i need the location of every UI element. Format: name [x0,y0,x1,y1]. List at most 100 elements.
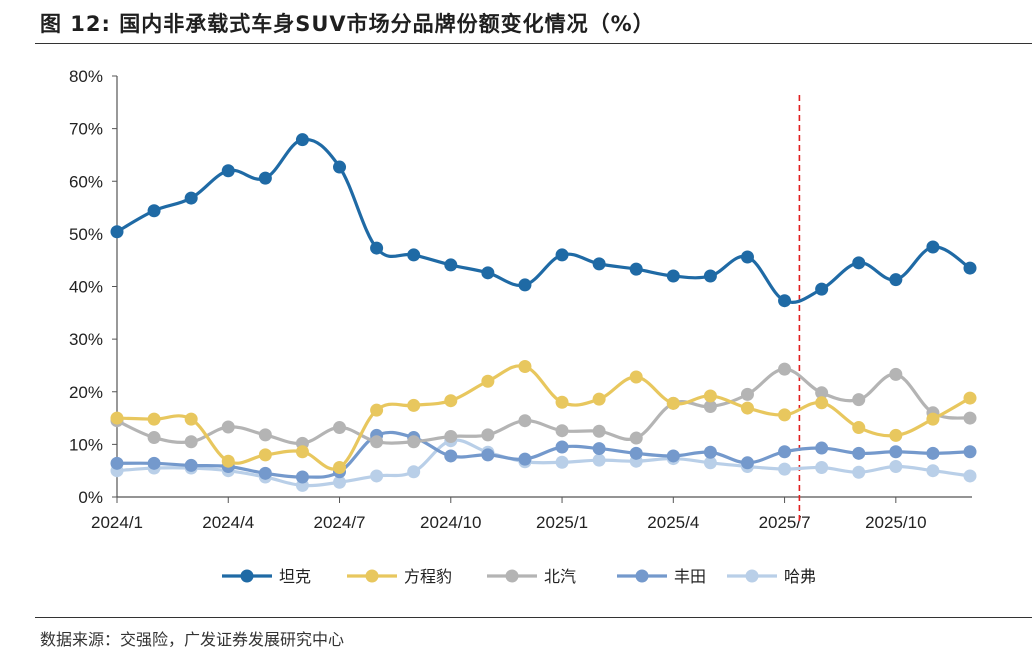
data-point-北汽 [333,421,347,435]
data-point-方程豹 [444,394,458,408]
data-point-丰田 [555,440,569,454]
data-point-丰田 [518,452,532,466]
source-note: 数据来源：交强险，广发证券发展研究中心 [40,630,345,649]
x-tick-label: 2025/1 [536,513,588,532]
data-point-方程豹 [666,396,680,410]
y-tick-label: 0% [78,488,103,507]
data-point-哈弗 [333,475,347,489]
data-point-丰田 [852,446,866,460]
data-point-坦克 [963,261,977,275]
data-point-丰田 [926,446,940,460]
data-point-北汽 [518,414,532,428]
data-point-丰田 [258,466,272,480]
y-tick-label: 20% [69,383,103,402]
x-tick-label: 2024/10 [420,513,481,532]
data-point-丰田 [740,456,754,470]
y-tick-label: 70% [69,120,103,139]
legend-marker-北汽 [505,569,519,583]
data-point-坦克 [666,269,680,283]
data-point-北汽 [815,386,829,400]
data-point-北汽 [407,435,421,449]
data-point-方程豹 [147,412,161,426]
data-point-哈弗 [926,464,940,478]
data-point-丰田 [629,446,643,460]
data-point-北汽 [481,428,495,442]
data-point-方程豹 [518,359,532,373]
legend-label: 坦克 [279,567,311,586]
data-point-北汽 [221,420,235,434]
data-point-方程豹 [926,412,940,426]
data-point-丰田 [963,445,977,459]
data-point-丰田 [295,470,309,484]
data-point-方程豹 [629,370,643,384]
bottom-divider [35,617,1032,618]
data-point-北汽 [147,431,161,445]
data-point-坦克 [555,248,569,262]
data-point-坦克 [147,204,161,218]
data-point-北汽 [184,435,198,449]
legend-label: 哈弗 [784,567,816,586]
y-tick-label: 80% [69,67,103,86]
data-point-北汽 [592,424,606,438]
data-point-哈弗 [778,462,792,476]
data-point-丰田 [592,442,606,456]
data-point-坦克 [852,256,866,270]
data-point-北汽 [444,429,458,443]
data-point-坦克 [629,262,643,276]
data-point-方程豹 [407,398,421,412]
data-point-丰田 [147,456,161,470]
data-point-丰田 [184,458,198,472]
data-point-哈弗 [963,469,977,483]
data-point-方程豹 [295,445,309,459]
data-point-方程豹 [778,408,792,422]
data-point-方程豹 [184,412,198,426]
legend-marker-丰田 [635,569,649,583]
data-point-坦克 [889,273,903,287]
top-divider [35,43,1032,44]
data-point-方程豹 [703,389,717,403]
data-point-坦克 [592,257,606,271]
data-point-方程豹 [889,428,903,442]
data-point-北汽 [963,411,977,425]
legend-label: 方程豹 [404,567,452,586]
legend-label: 北汽 [544,567,576,586]
data-point-坦克 [703,269,717,283]
data-point-丰田 [889,445,903,459]
legend-label: 丰田 [674,567,706,586]
legend-marker-方程豹 [365,569,379,583]
figure-title: 图 12: 国内非承载式车身SUV市场分品牌份额变化情况（%） [40,12,655,36]
x-tick-label: 2024/1 [91,513,143,532]
data-point-坦克 [926,240,940,254]
data-point-丰田 [444,449,458,463]
data-point-哈弗 [592,453,606,467]
data-point-北汽 [629,431,643,445]
x-tick-label: 2025/10 [865,513,926,532]
data-point-方程豹 [221,454,235,468]
data-point-哈弗 [703,456,717,470]
data-point-丰田 [110,456,124,470]
data-point-方程豹 [852,421,866,435]
y-tick-label: 10% [69,435,103,454]
y-tick-label: 40% [69,278,103,297]
legend-marker-哈弗 [745,569,759,583]
data-point-丰田 [703,445,717,459]
data-point-哈弗 [852,465,866,479]
data-point-丰田 [815,441,829,455]
data-point-哈弗 [555,455,569,469]
data-point-哈弗 [370,469,384,483]
data-point-坦克 [333,160,347,174]
data-point-北汽 [370,435,384,449]
x-tick-label: 2024/4 [202,513,254,532]
data-point-方程豹 [333,461,347,475]
data-point-方程豹 [110,411,124,425]
data-point-北汽 [889,367,903,381]
y-tick-label: 30% [69,330,103,349]
data-point-丰田 [778,445,792,459]
data-point-北汽 [740,387,754,401]
data-point-北汽 [555,424,569,438]
series-line-北汽 [116,367,971,446]
data-point-方程豹 [740,401,754,415]
data-point-坦克 [444,258,458,272]
